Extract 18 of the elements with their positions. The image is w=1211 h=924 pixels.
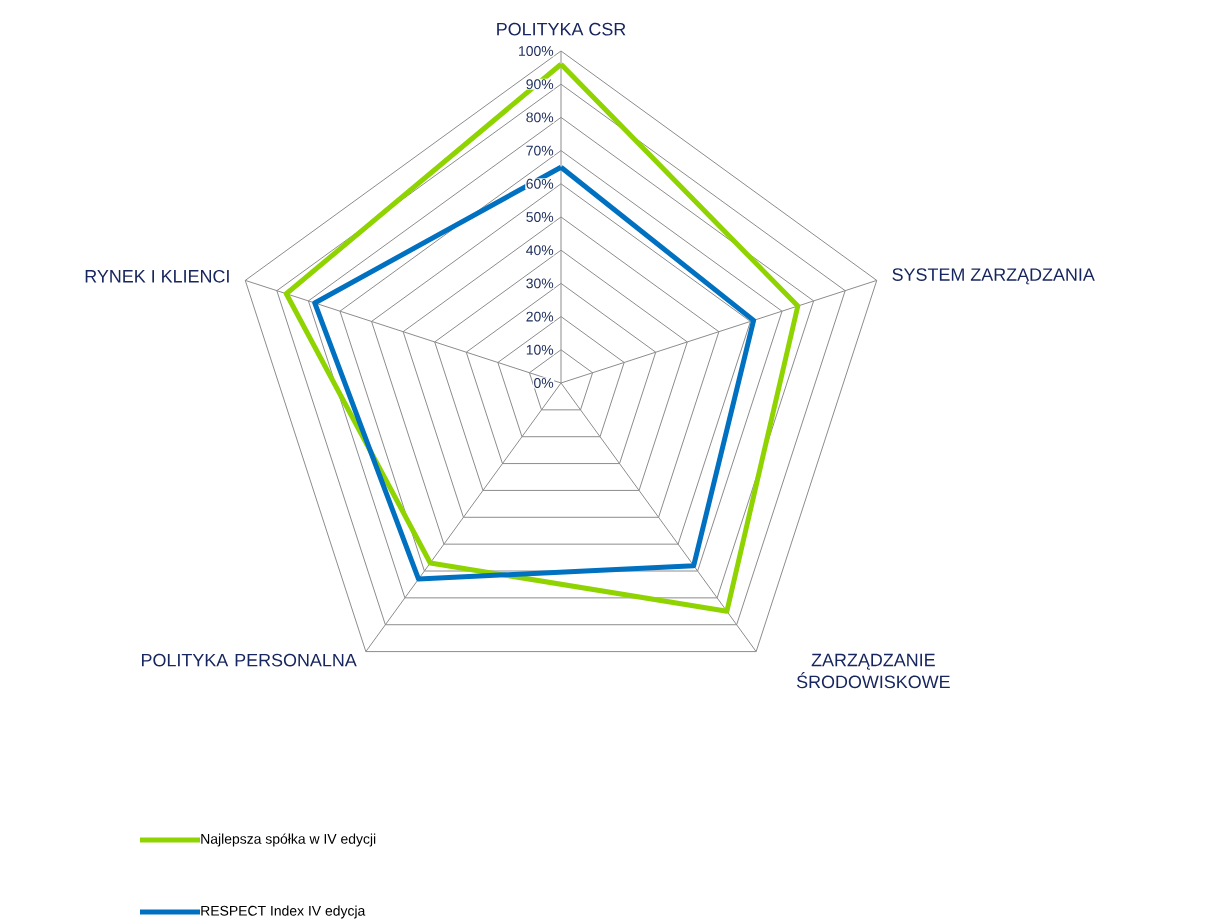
legend-label: RESPECT Index IV edycja [201, 905, 366, 919]
y-tick-label: 0% [534, 378, 554, 388]
spoke-label: POLITYKA PERSONALNA [141, 653, 357, 667]
y-tick-label: 50% [526, 212, 554, 222]
legend-label: Najlepsza spółka w IV edycji [201, 833, 376, 847]
spoke-label: ZARZĄDZANIE ŚRODOWISKOWE [796, 653, 950, 689]
spoke-label: POLITYKA CSR [497, 22, 626, 36]
y-tick-label: 100% [519, 46, 554, 56]
y-tick-label: 10% [526, 344, 554, 355]
y-tick-label: 70% [526, 145, 554, 156]
y-tick-label: 20% [526, 311, 554, 322]
y-tick-label: 90% [526, 79, 554, 90]
spoke-label: RYNEK I KLIENCI [85, 269, 229, 283]
y-tick-label: 80% [526, 112, 554, 123]
y-tick-label: 30% [526, 278, 554, 289]
y-tick-label: 60% [526, 178, 554, 189]
y-tick-label: 40% [526, 245, 554, 256]
spoke-label: SYSTEM ZARZĄDZANIA [892, 268, 1095, 285]
